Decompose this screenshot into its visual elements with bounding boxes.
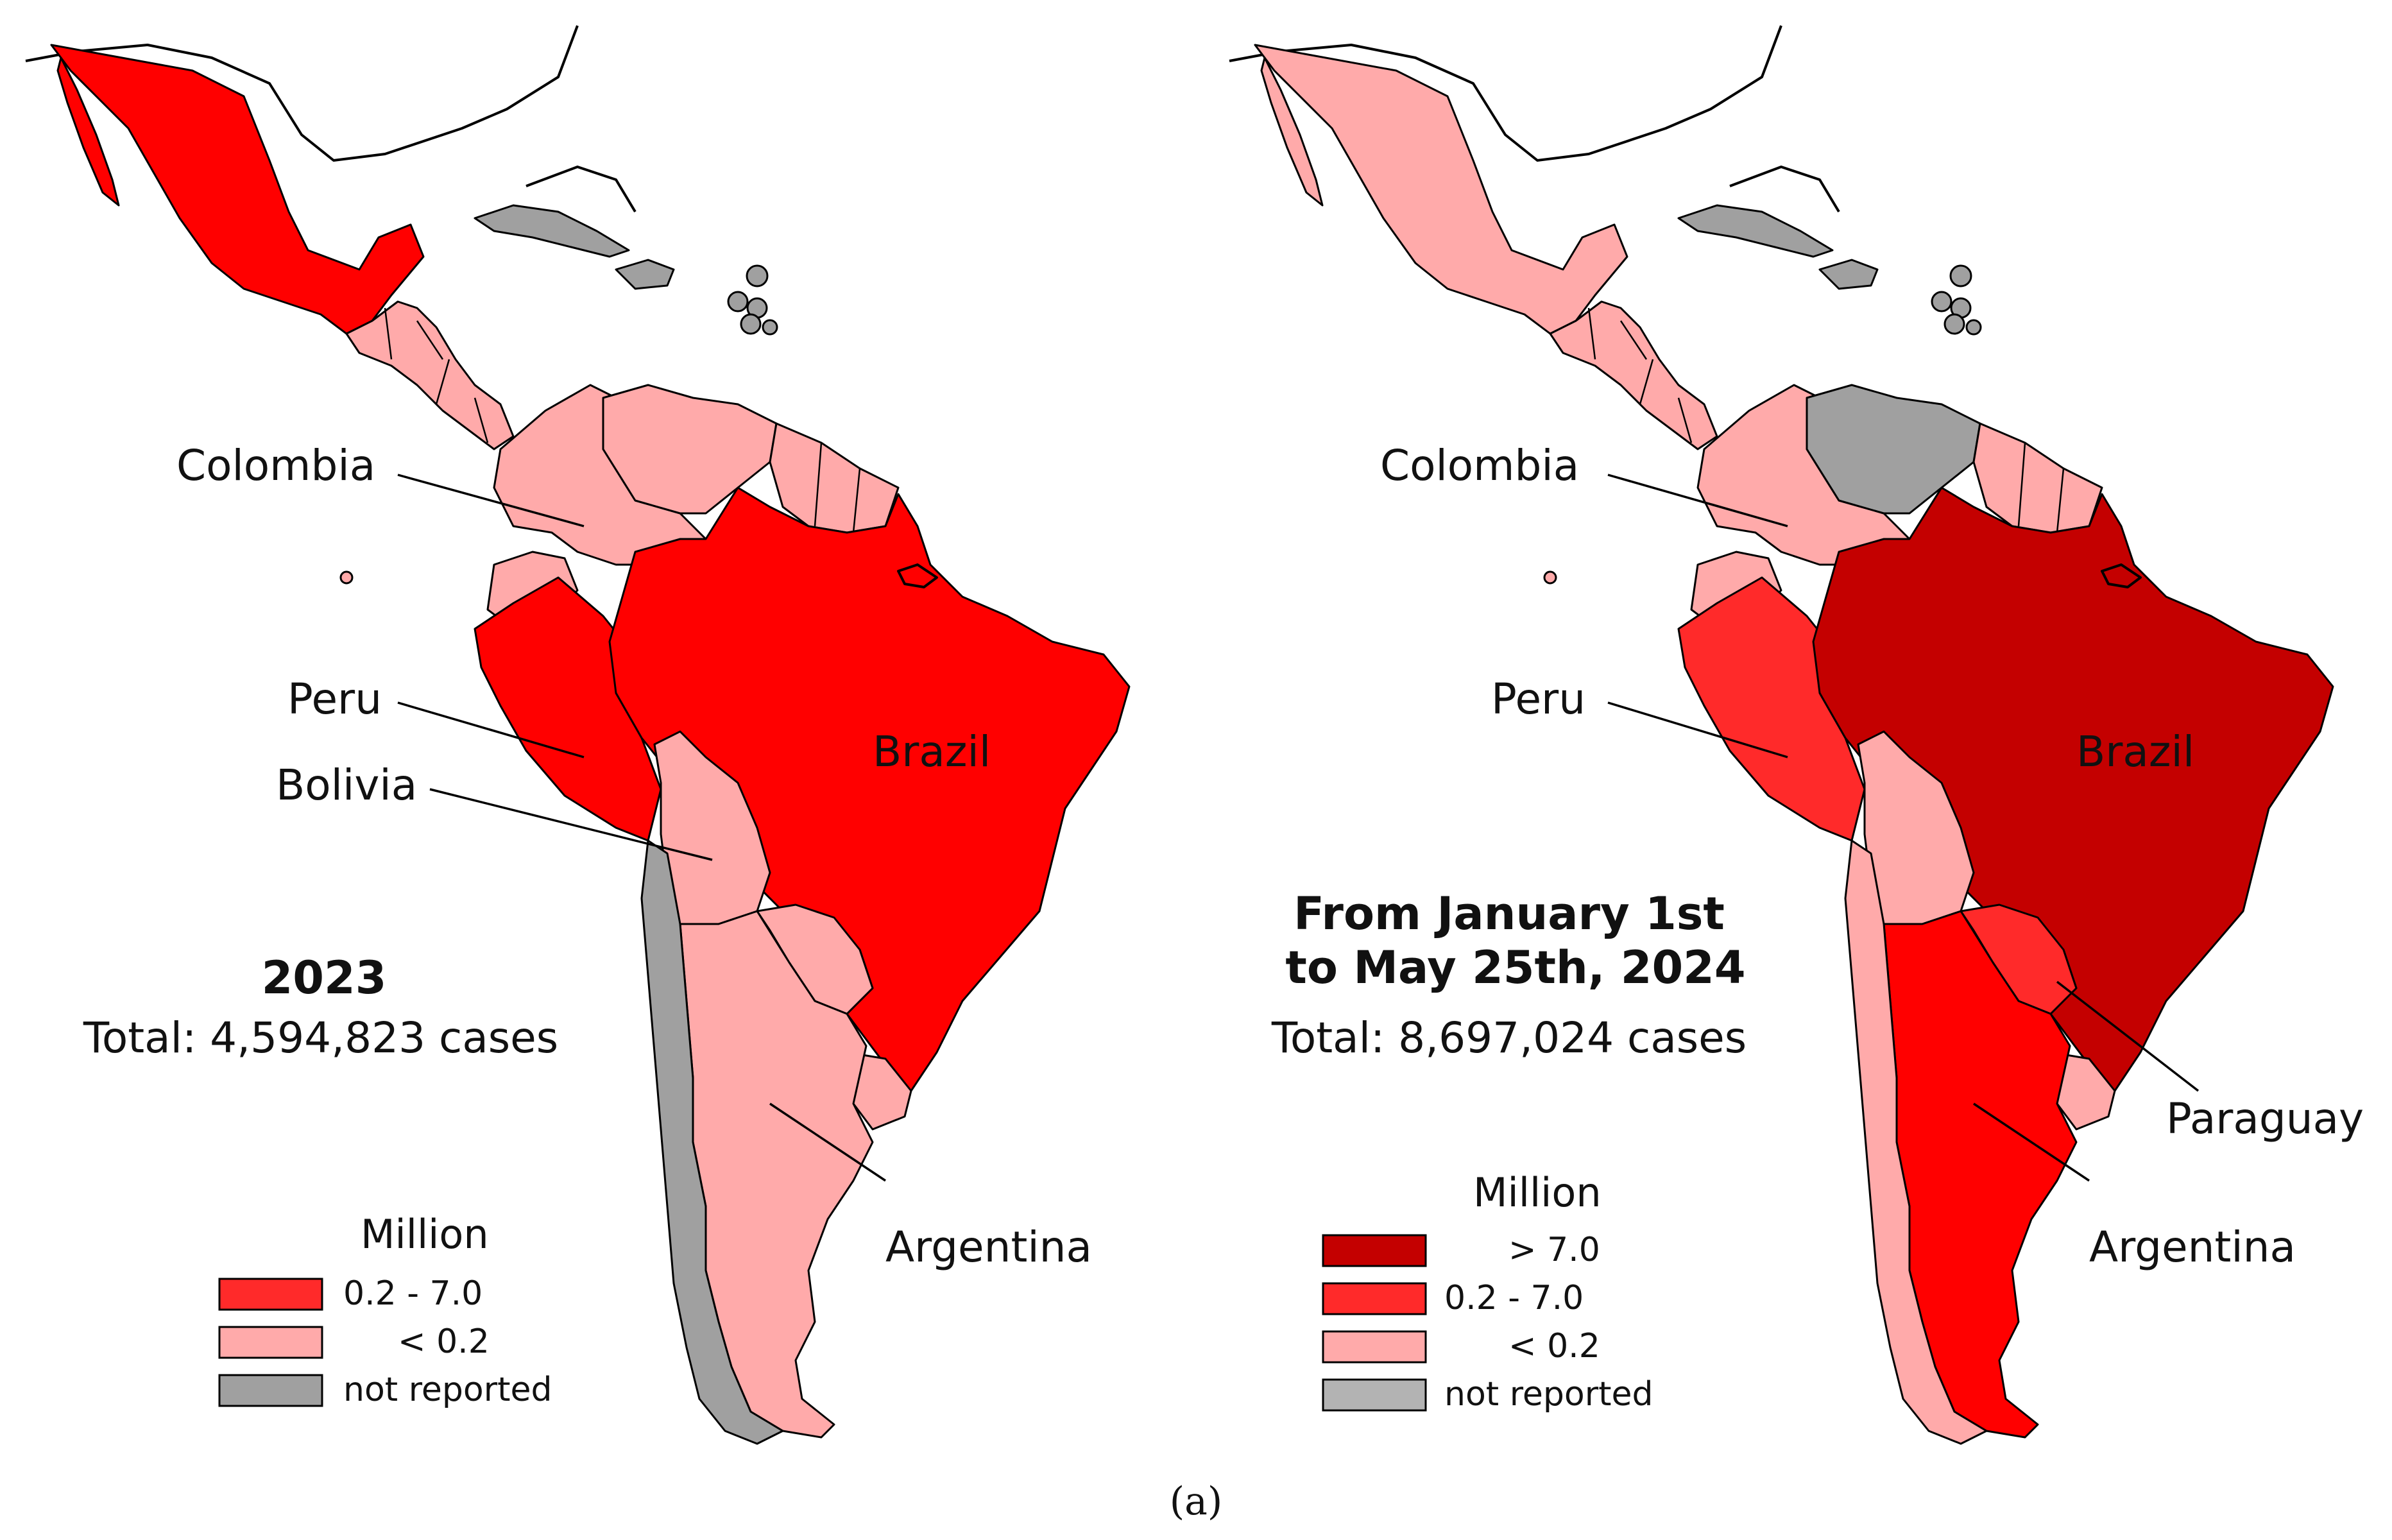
legend-swatch-2023-2 (218, 1374, 323, 1407)
total-2023: Total: 4,594,823 cases (83, 1013, 558, 1063)
title-2024-line-2: to May 25th, 2024 (1285, 941, 1745, 994)
lesser-antilles-5-2024 (1965, 319, 1982, 336)
central-america-borders-2024 (1587, 307, 1693, 443)
label-paraguay-2024: Paraguay (2166, 1094, 2364, 1143)
legend-label-2023-2: not reported (343, 1371, 552, 1409)
legend-label-2024-2: < 0.2 (1508, 1327, 1600, 1365)
legend-label-2023-1: < 0.2 (398, 1322, 490, 1361)
legend-swatch-2024-3 (1322, 1378, 1427, 1412)
label-colombia-2024: Colombia (1380, 441, 1579, 490)
cuba (474, 204, 630, 258)
legend-swatch-2024-0 (1322, 1234, 1427, 1267)
legend-label-2023-0: 0.2 - 7.0 (343, 1274, 483, 1313)
north-america-coastline-2024 (1229, 25, 1840, 213)
label-peru-2023: Peru (287, 674, 382, 724)
label-brazil-2023: Brazil (873, 727, 991, 776)
hispaniola (615, 259, 675, 290)
lesser-antilles-4 (740, 313, 762, 335)
leader-argentina-2023 (769, 1102, 886, 1182)
chile (640, 839, 784, 1445)
amazon-delta-2024 (2101, 563, 2142, 588)
leader-bolivia-2023 (429, 788, 713, 861)
legend-label-2024-1: 0.2 - 7.0 (1444, 1279, 1584, 1317)
lesser-antilles-1-2024 (1949, 264, 1972, 287)
label-peru-2024: Peru (1491, 674, 1585, 724)
label-argentina-2023: Argentina (885, 1222, 1092, 1272)
lesser-antilles-2-2024 (1931, 291, 1952, 312)
north-america-coastline (25, 25, 636, 213)
title-2024-line-1: From January 1st (1294, 887, 1725, 940)
legend-2024: Million > 7.0 0.2 - 7.0 < 0.2 not report… (1322, 1169, 1653, 1414)
chile-2024 (1844, 839, 1988, 1445)
venezuela-2024 (1806, 384, 1981, 515)
leader-colombia-2023 (397, 474, 585, 527)
central-america-2024 (1549, 300, 1718, 450)
leader-paraguay-2024 (2056, 980, 2200, 1092)
legend-swatch-2024-1 (1322, 1282, 1427, 1315)
legend-2023: Million 0.2 - 7.0 < 0.2 not reported (218, 1211, 552, 1409)
leader-peru-2023 (397, 701, 585, 758)
amazon-delta (897, 563, 938, 588)
cuba-2024 (1677, 204, 1834, 258)
figure-caption: (a) (1170, 1479, 1223, 1524)
title-2023-line-1: 2023 (262, 952, 387, 1004)
legend-swatch-2023-0 (218, 1278, 323, 1311)
venezuela (602, 384, 778, 515)
legend-label-2024-3: not reported (1444, 1375, 1653, 1414)
leader-argentina-2024 (1973, 1102, 2090, 1182)
map-2024: Colombia Peru Brazil Paraguay Argentina … (1229, 25, 2364, 1445)
guianas-borders (814, 442, 861, 533)
leader-colombia-2024 (1607, 474, 1788, 527)
baja-california (56, 56, 120, 207)
legend-swatch-2023-1 (218, 1326, 323, 1359)
legend-title-2023: Million (361, 1211, 489, 1258)
label-bolivia-2023: Bolivia (276, 760, 417, 810)
leader-peru-2024 (1607, 701, 1788, 758)
lesser-antilles-5 (762, 319, 778, 336)
galapagos-islands-2024 (1543, 570, 1557, 585)
hispaniola-2024 (1818, 259, 1879, 290)
label-brazil-2024: Brazil (2076, 727, 2194, 776)
total-2024: Total: 8,697,024 cases (1271, 1013, 1747, 1063)
central-america (345, 300, 515, 450)
label-colombia-2023: Colombia (176, 441, 375, 490)
galapagos-islands (339, 570, 354, 585)
label-argentina-2024: Argentina (2089, 1222, 2296, 1272)
legend-swatch-2024-2 (1322, 1330, 1427, 1364)
lesser-antilles-2 (727, 291, 749, 312)
guianas-borders-2024 (2017, 442, 2065, 533)
central-america-borders (384, 307, 489, 443)
lesser-antilles-4-2024 (1944, 313, 1965, 335)
map-2023: Colombia Peru Bolivia Brazil Argentina 2… (25, 25, 1131, 1445)
baja-california-2024 (1260, 56, 1324, 207)
legend-label-2024-0: > 7.0 (1508, 1231, 1600, 1269)
legend-title-2024: Million (1473, 1169, 1602, 1216)
lesser-antilles-1 (746, 264, 769, 287)
